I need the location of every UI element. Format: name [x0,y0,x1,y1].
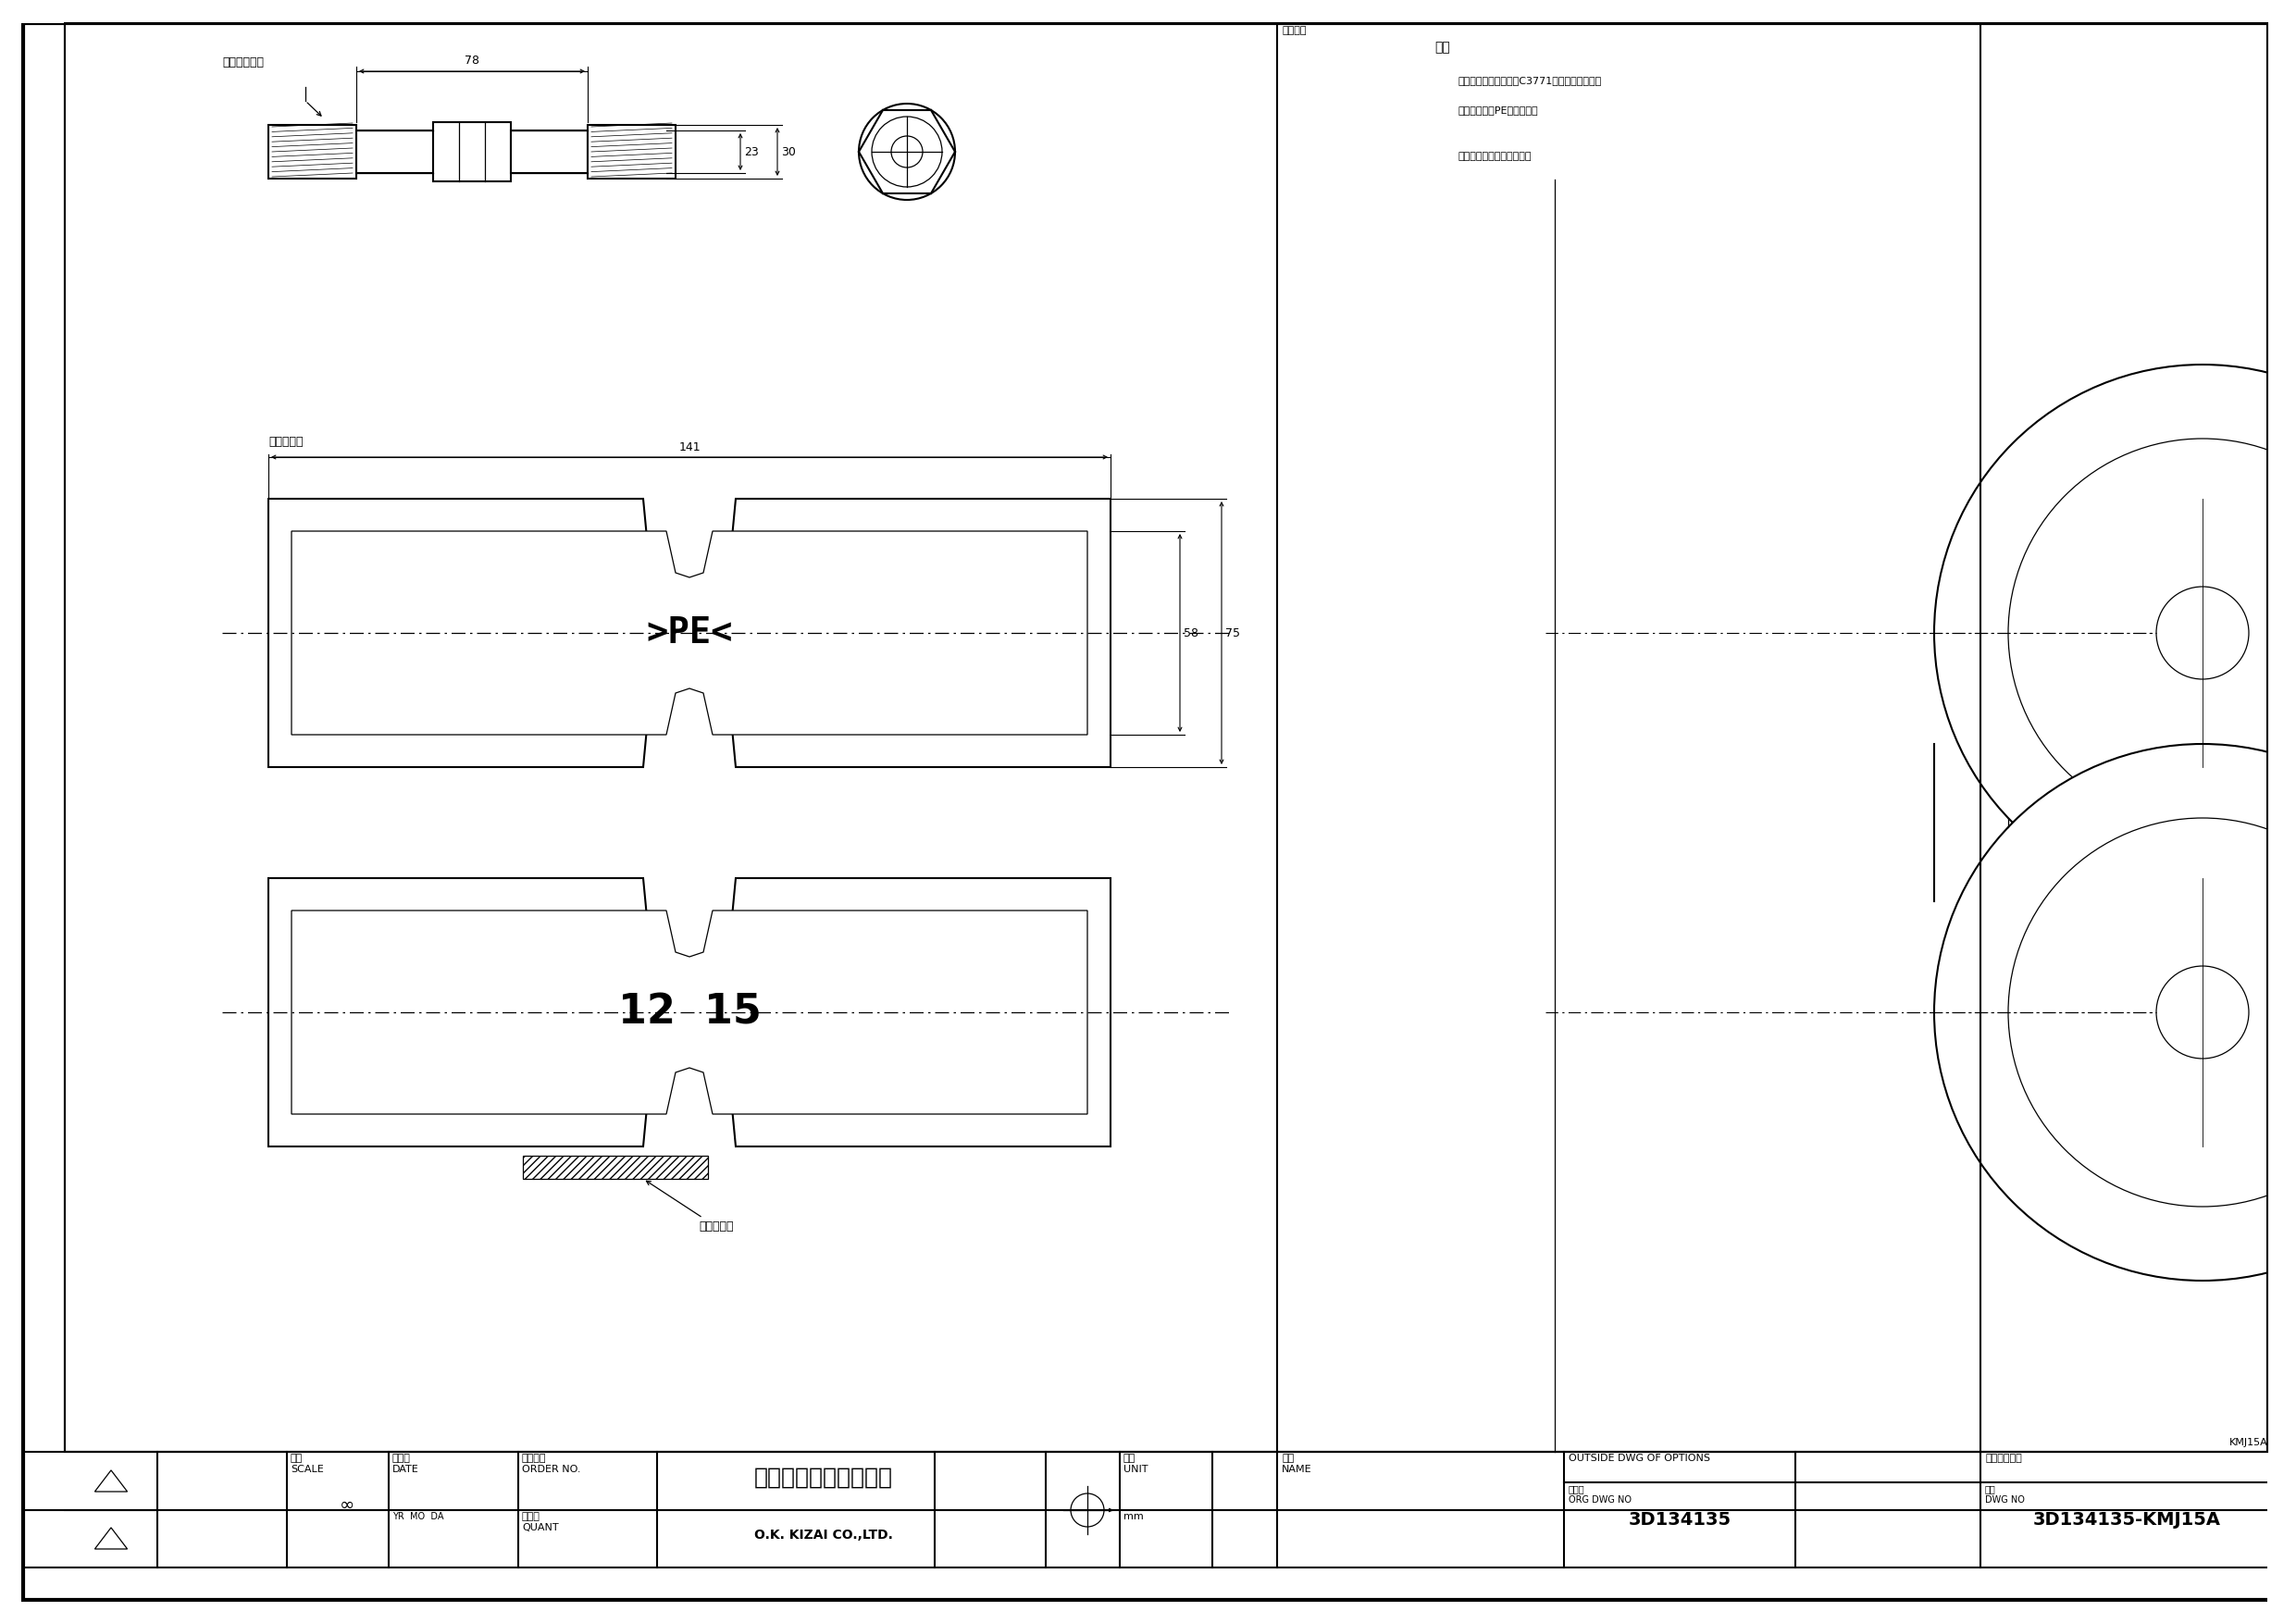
Bar [523,1156,707,1178]
Bar [64,23,2268,1453]
Circle shape [859,104,955,200]
Text: 尺度
SCALE: 尺度 SCALE [292,1454,324,1474]
Circle shape [1933,743,2296,1281]
Text: mm: mm [1123,1513,1143,1521]
Text: 図番
DWG NO: 図番 DWG NO [1986,1483,2025,1505]
Text: 製作数
QUANT: 製作数 QUANT [521,1513,558,1532]
Text: （継手本体）: （継手本体） [223,57,264,68]
Text: 材質　：鍛造用黄銅（C3771）　（継手本体）: 材質 ：鍛造用黄銅（C3771） （継手本体） [1458,76,1600,84]
Circle shape [2009,438,2296,828]
Text: KMJ15A: KMJ15A [2229,1438,2268,1448]
Text: 発行日
DATE: 発行日 DATE [393,1454,418,1474]
Polygon shape [269,498,1111,768]
Circle shape [872,117,941,187]
Text: 3D134135: 3D134135 [1628,1511,1731,1529]
Circle shape [2009,818,2296,1206]
Bar [269,125,356,179]
Text: 単位
UNIT: 単位 UNIT [1123,1454,1148,1474]
Text: 両面テープ: 両面テープ [647,1182,732,1232]
Text: ∞: ∞ [340,1496,354,1514]
Bar [64,23,2268,1453]
Polygon shape [292,911,1088,1113]
Bar [0,0,2296,23]
Text: 30: 30 [781,146,797,157]
Bar [510,130,588,174]
Text: OUTSIDE DWG OF OPTIONS: OUTSIDE DWG OF OPTIONS [1568,1454,1711,1462]
Text: 受注番号
ORDER NO.: 受注番号 ORDER NO. [521,1454,581,1474]
Bar [356,130,434,174]
Polygon shape [292,531,1088,735]
Text: 12  15: 12 15 [618,992,760,1032]
Text: 3D134135-KMJ15A: 3D134135-KMJ15A [2032,1511,2220,1529]
Text: 78: 78 [464,55,480,67]
Text: 141: 141 [680,441,700,453]
Text: オーケー器材株式会社: オーケー器材株式会社 [753,1467,893,1488]
Text: 仕様: 仕様 [1435,41,1449,54]
Text: 別売品外形図: 別売品外形図 [1986,1454,2023,1462]
Text: YR  MO  DA: YR MO DA [393,1513,443,1521]
Text: 同径継手: 同径継手 [1281,26,1306,36]
Text: >PE<: >PE< [645,615,732,651]
Polygon shape [269,878,1111,1146]
Text: 名称
NAME: 名称 NAME [1281,1454,1311,1474]
Text: 元図番
ORG DWG NO: 元図番 ORG DWG NO [1568,1483,1632,1505]
Text: PE（保温材）: PE（保温材） [1458,105,1538,115]
Text: 58: 58 [1185,626,1199,639]
Circle shape [1933,365,2296,901]
Bar [588,125,675,179]
Bar [2268,0,2296,1623]
Text: （保温材）: （保温材） [269,437,303,448]
Text: 23: 23 [744,146,758,157]
Text: O.K. KIZAI CO.,LTD.: O.K. KIZAI CO.,LTD. [755,1529,893,1542]
Text: 75: 75 [1226,626,1240,639]
Text: 外観色：グレー（保温材）: 外観色：グレー（保温材） [1458,153,1531,161]
Bar [434,122,510,182]
